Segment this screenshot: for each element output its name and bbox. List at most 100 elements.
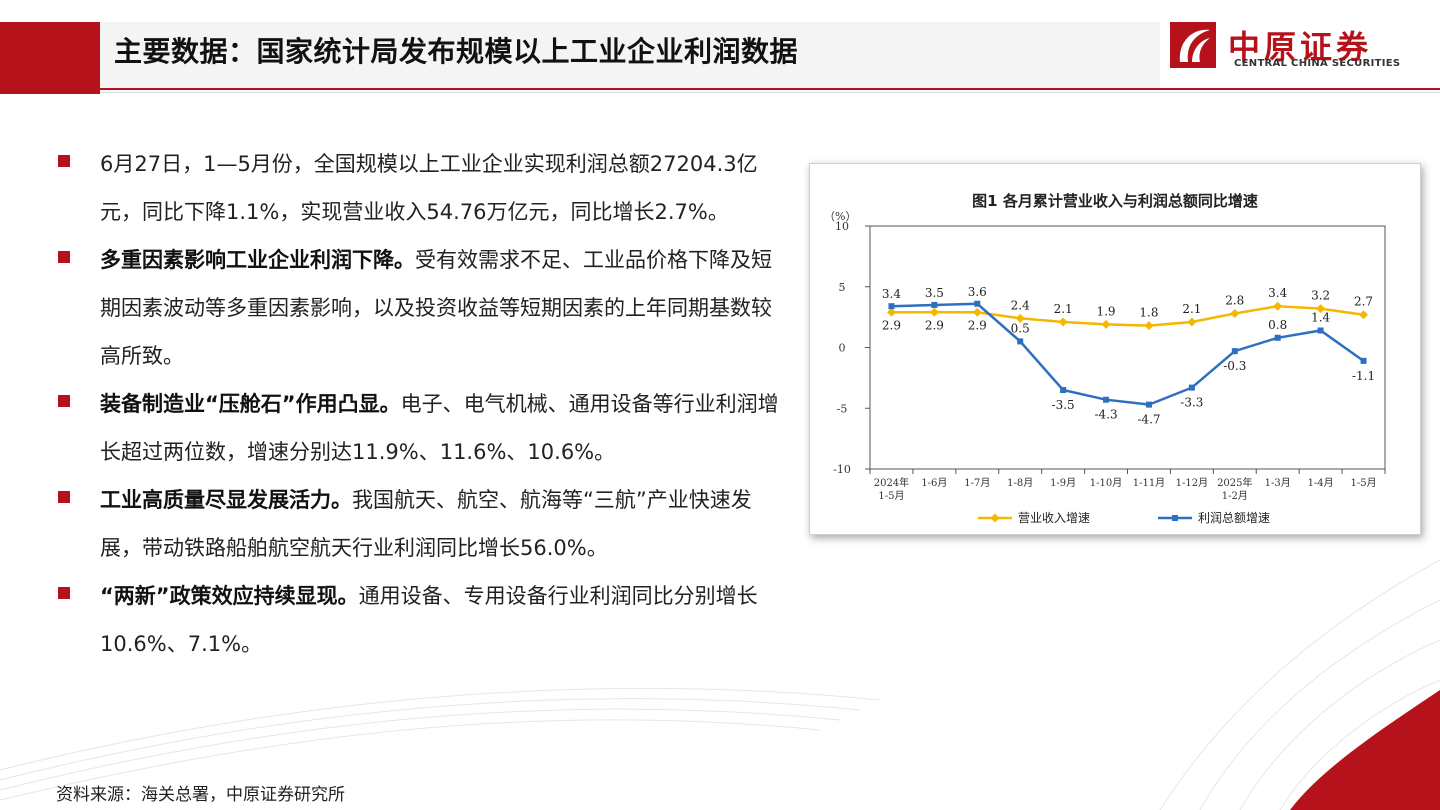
y-tick-label: -5 <box>837 402 848 415</box>
bullet-heading: 多重因素影响工业企业利润下降。 <box>100 248 415 272</box>
x-tick-label: 1-11月 <box>1133 477 1165 489</box>
series-point <box>1273 301 1283 311</box>
series-point <box>1103 396 1110 403</box>
chart-title: 图1 各月累计营业收入与利润总额同比增速 <box>972 192 1258 210</box>
x-tick-label: 1-7月 <box>964 477 990 489</box>
data-label: 3.5 <box>925 286 944 300</box>
bullet-square-icon <box>58 587 70 599</box>
data-label: 2.1 <box>1054 302 1073 316</box>
data-label: 1.8 <box>1139 306 1158 320</box>
bullet-square-icon <box>58 491 70 503</box>
logo-emblem-icon <box>1170 22 1216 68</box>
series-point <box>1230 308 1240 318</box>
series-point <box>1274 334 1281 341</box>
data-label: -1.1 <box>1352 369 1375 383</box>
data-label: 1.9 <box>1096 304 1115 318</box>
bullet-text: 电子、电气机械、通用设备等行业利润增长超过两位数，增速分别达11.9%、11.6… <box>100 392 779 464</box>
logo-english-name: CENTRAL CHINA SECURITIES <box>1234 58 1401 69</box>
y-axis-unit: （%） <box>824 210 856 223</box>
series-point <box>929 307 939 317</box>
bullet-item: 多重因素影响工业企业利润下降。受有效需求不足、工业品价格下降及短期因素波动等多重… <box>56 236 784 380</box>
data-label: 0.8 <box>1268 318 1287 332</box>
legend-marker <box>990 513 1000 523</box>
series-point <box>1316 304 1326 314</box>
series-line <box>891 302 1365 406</box>
line-chart: 图1 各月累计营业收入与利润总额同比增速 （%） 1050-5-102024年1… <box>824 192 1386 525</box>
data-label: -0.3 <box>1223 359 1246 373</box>
x-tick-label: 1-2月 <box>1222 490 1248 502</box>
x-tick-label: 1-6月 <box>921 477 947 489</box>
data-label: -3.5 <box>1052 398 1075 412</box>
data-label: 2.1 <box>1182 302 1201 316</box>
series-point <box>1317 327 1324 334</box>
y-tick-label: 0 <box>839 342 846 355</box>
series-point <box>1101 319 1111 329</box>
data-label: 1.4 <box>1311 310 1330 324</box>
series-point <box>931 301 938 308</box>
legend-marker <box>1172 515 1178 521</box>
legend-label: 营业收入增速 <box>1018 511 1090 525</box>
logo-chinese-name: 中原证券 <box>1228 28 1373 66</box>
data-label: 3.2 <box>1311 289 1330 303</box>
series-point <box>1145 401 1152 408</box>
series-point <box>1058 317 1068 327</box>
x-tick-label: 1-3月 <box>1265 477 1291 489</box>
bullet-item: 工业高质量尽显发展活力。我国航天、航空、航海等“三航”产业快速发展，带动铁路船舶… <box>56 476 784 572</box>
x-tick-label: 2024年 <box>874 476 909 489</box>
series-point <box>1231 348 1238 355</box>
data-label: 2.4 <box>1011 298 1030 312</box>
data-label: 2.8 <box>1225 293 1244 307</box>
data-label: 2.9 <box>925 318 944 332</box>
source-note: 资料来源：海关总署，中原证券研究所 <box>56 785 345 805</box>
bullet-text: 通用设备、专用设备行业利润同比分别增长10.6%、7.1%。 <box>100 584 758 656</box>
bullet-text: 6月27日，1—5月份，全国规模以上工业企业实现利润总额27204.3亿元，同比… <box>100 152 758 224</box>
bullet-item: 6月27日，1—5月份，全国规模以上工业企业实现利润总额27204.3亿元，同比… <box>56 140 784 236</box>
data-label: 0.5 <box>1011 321 1030 335</box>
title-underline <box>100 88 1440 90</box>
bullet-heading: “两新”政策效应持续显现。 <box>100 584 359 608</box>
series-point <box>972 307 982 317</box>
title-underline-secondary <box>100 92 1440 93</box>
bullet-text: 我国航天、航空、航海等“三航”产业快速发展，带动铁路船舶航空航天行业利润同比增长… <box>100 488 752 560</box>
x-tick-label: 1-12月 <box>1176 477 1208 489</box>
bullet-item: 装备制造业“压舱石”作用凸显。电子、电气机械、通用设备等行业利润增长超过两位数，… <box>56 380 784 476</box>
y-tick-label: 5 <box>839 281 846 294</box>
header-accent-block <box>0 22 100 94</box>
x-tick-label: 2025年 <box>1217 476 1252 489</box>
data-label: 3.6 <box>968 285 987 299</box>
series-point <box>886 307 896 317</box>
company-logo: 中原证券 CENTRAL CHINA SECURITIES <box>1170 22 1420 72</box>
legend-label: 利润总额增速 <box>1198 511 1270 525</box>
data-label: 3.4 <box>1268 286 1287 300</box>
x-tick-label: 1-10月 <box>1090 477 1122 489</box>
data-label: 2.9 <box>968 318 987 332</box>
series-point <box>1017 338 1024 345</box>
x-tick-label: 1-9月 <box>1050 477 1076 489</box>
plot-frame <box>869 225 1386 470</box>
series-point <box>1360 357 1367 364</box>
page-title: 主要数据：国家统计局发布规模以上工业企业利润数据 <box>114 35 799 68</box>
bullet-square-icon <box>58 251 70 263</box>
bullet-square-icon <box>58 155 70 167</box>
series-point <box>1060 387 1067 394</box>
x-tick-label: 1-5月 <box>878 490 904 502</box>
data-label: 2.9 <box>882 318 901 332</box>
title-bar <box>100 22 1160 88</box>
bullet-item: “两新”政策效应持续显现。通用设备、专用设备行业利润同比分别增长10.6%、7.… <box>56 572 784 668</box>
y-tick-label: 10 <box>835 220 849 233</box>
x-tick-label: 1-4月 <box>1308 477 1334 489</box>
x-tick-label: 1-5月 <box>1350 477 1376 489</box>
y-tick-label: -10 <box>833 463 851 476</box>
bullet-square-icon <box>58 395 70 407</box>
data-label: -4.7 <box>1137 413 1160 427</box>
series-point <box>974 300 981 307</box>
data-label: -4.3 <box>1094 408 1117 422</box>
data-label: -3.3 <box>1180 396 1203 410</box>
series-point <box>1187 317 1197 327</box>
data-label: 3.4 <box>882 287 901 301</box>
x-tick-label: 1-8月 <box>1007 477 1033 489</box>
series-line <box>891 304 1364 327</box>
bullet-text: 受有效需求不足、工业品价格下降及短期因素波动等多重因素影响，以及投资收益等短期因… <box>100 248 772 368</box>
series-point <box>1144 321 1154 331</box>
series-point <box>1188 384 1195 391</box>
